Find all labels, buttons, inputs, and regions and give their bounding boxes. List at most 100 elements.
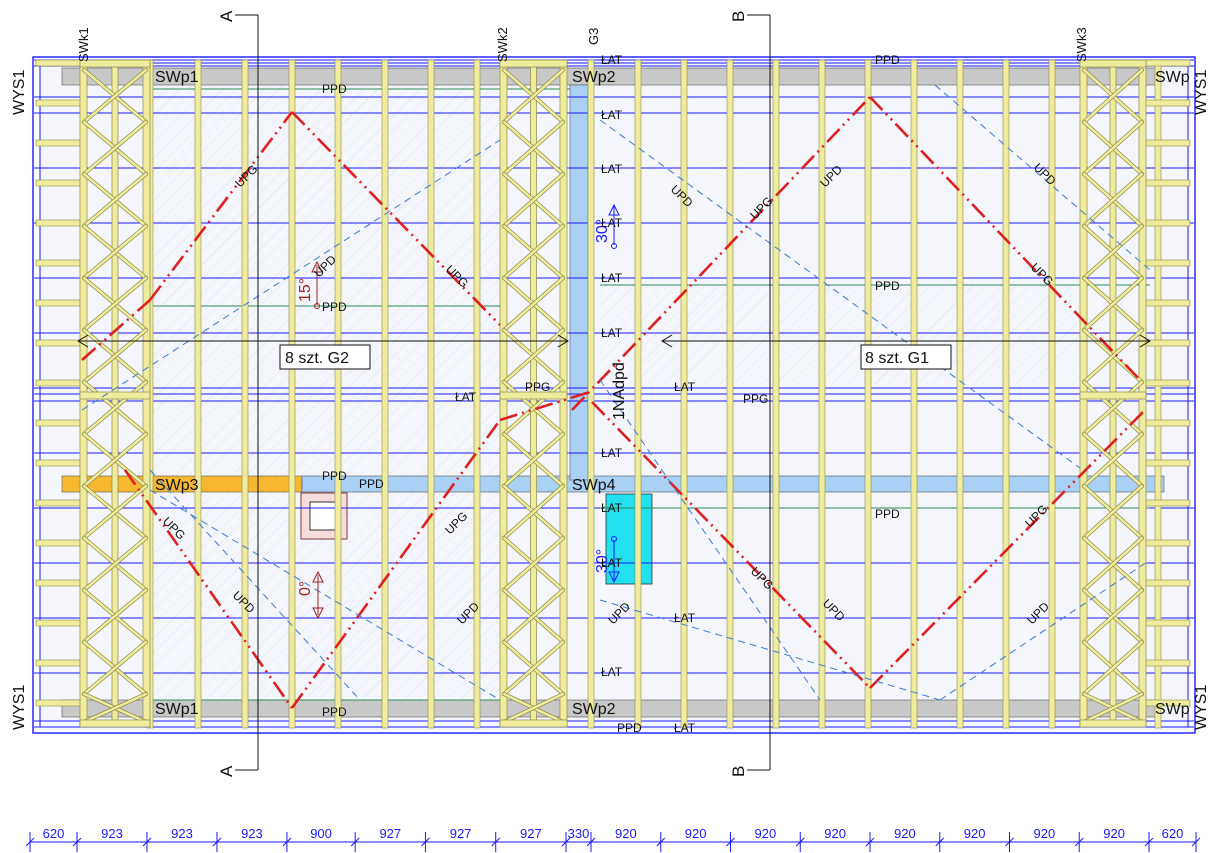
lat-label: ŁAT — [674, 611, 696, 625]
eave-stub — [1139, 99, 1191, 107]
hatch-panel-right — [600, 285, 1080, 385]
red-bracing-line — [571, 96, 871, 411]
angle-marker-30-bottom — [608, 536, 620, 584]
dimension-slash — [421, 837, 430, 847]
eave-stub — [1139, 219, 1191, 227]
dimension-slash — [282, 837, 292, 847]
truss-diagonal — [82, 640, 148, 696]
rafter — [334, 59, 342, 729]
truss-diagonal — [502, 120, 565, 176]
eave-stub — [35, 259, 83, 267]
dimension-slash — [586, 837, 596, 847]
section-a-bottom-label: A — [217, 765, 236, 777]
dimension-value: 923 — [101, 826, 123, 841]
truss-diagonal — [1082, 588, 1144, 644]
dimension-value: 620 — [43, 826, 65, 841]
label-swk3: SWk3 — [1074, 27, 1089, 62]
eave-stub — [1139, 499, 1191, 507]
red-bracing-line — [123, 469, 294, 709]
ppg-label: PPG — [743, 392, 768, 406]
eave-stub — [35, 699, 83, 707]
rafter — [194, 59, 202, 729]
ppd-label: PPD — [617, 721, 642, 735]
ppd-label: PPD — [322, 300, 347, 314]
label-g3: G3 — [586, 28, 601, 45]
rafter — [634, 59, 642, 729]
lat-label: ŁAT — [601, 271, 623, 285]
dimension-slash — [25, 837, 35, 847]
angle-30-bottom: 30° — [594, 549, 611, 573]
rafter — [864, 59, 872, 729]
lat-label: ŁAT — [601, 108, 623, 122]
truss-diagonal — [1082, 484, 1144, 540]
truss-diagonal — [1082, 536, 1144, 592]
ppd-label: PPD — [875, 507, 900, 521]
truss-diagonal — [502, 692, 565, 724]
truss-diagonal — [502, 640, 565, 696]
dimension-slash — [1144, 837, 1154, 847]
lat-label: ŁAT — [601, 326, 623, 340]
dimension-slash — [726, 837, 735, 847]
dimension-slash — [865, 837, 875, 847]
truss-cap — [499, 391, 568, 400]
red-bracing-line — [290, 419, 502, 709]
eave-stub — [1139, 419, 1191, 427]
swp2-top: SWp2 — [572, 69, 616, 86]
dimension-value: 920 — [615, 826, 637, 841]
dimension-slash — [72, 837, 82, 847]
eave-stub — [35, 179, 83, 187]
eave-stub — [1139, 539, 1191, 547]
eave-stub — [35, 379, 83, 387]
red-bracing-line — [869, 409, 1146, 689]
section-b-top-label: B — [729, 11, 748, 22]
rafter — [241, 59, 249, 729]
rafter — [772, 59, 780, 729]
dimension-value: 920 — [1103, 826, 1125, 841]
wys-right-top: WYS1 — [1193, 70, 1209, 115]
blue-dashed-line — [599, 119, 1081, 469]
red-bracing-line — [499, 390, 591, 422]
red-bracing-line — [869, 96, 1141, 381]
lat-label: ŁAT — [674, 721, 696, 735]
hatch-panel-left — [150, 85, 500, 475]
blue-dashed-line — [939, 559, 1151, 701]
truss-cap — [79, 59, 151, 68]
angle-marker-30-top — [608, 203, 620, 249]
truss-diagonal — [1082, 328, 1144, 384]
truss-diagonal — [502, 380, 565, 436]
section-a-top-label: A — [217, 10, 236, 22]
eave-stub — [35, 499, 83, 507]
swp-right-bottom: SWp — [1155, 701, 1190, 718]
eave-stub — [35, 619, 83, 627]
lat-label: ŁAT — [601, 556, 623, 570]
rafter — [818, 59, 826, 729]
truss-diagonal — [502, 432, 565, 488]
rafter — [1154, 59, 1162, 729]
truss-diagonal — [502, 484, 565, 540]
girder-label-left-box — [279, 344, 371, 370]
truss-diagonal — [82, 588, 148, 644]
lat-label: ŁAT — [601, 162, 623, 176]
dimension-slash — [935, 837, 945, 847]
ppd-label: PPD — [359, 477, 384, 491]
truss-diagonal — [1082, 432, 1144, 488]
truss-diagonal — [82, 692, 148, 724]
dimension-value: 920 — [824, 826, 846, 841]
arrow-right-g1 — [1139, 334, 1151, 348]
label-nad-pd: 1NAdpd — [611, 362, 628, 420]
lat-label: ŁAT — [601, 665, 623, 679]
angle-30-top: 30° — [594, 219, 611, 243]
rafter — [910, 59, 918, 729]
dimension-value: 927 — [379, 826, 401, 841]
chimney-inner — [309, 501, 339, 531]
blue-dashed-line — [599, 379, 821, 701]
rafter — [288, 59, 296, 729]
angle-marker-0 — [312, 570, 324, 620]
arrow-left-g1 — [661, 334, 673, 348]
dimension-value: 330 — [568, 826, 590, 841]
arrow-left-g2 — [77, 334, 89, 348]
swp-right-top: SWp — [1155, 69, 1190, 86]
eave-stub — [35, 339, 83, 347]
swp1-bottom: SWp1 — [155, 701, 199, 718]
truss-diagonal — [82, 224, 148, 280]
